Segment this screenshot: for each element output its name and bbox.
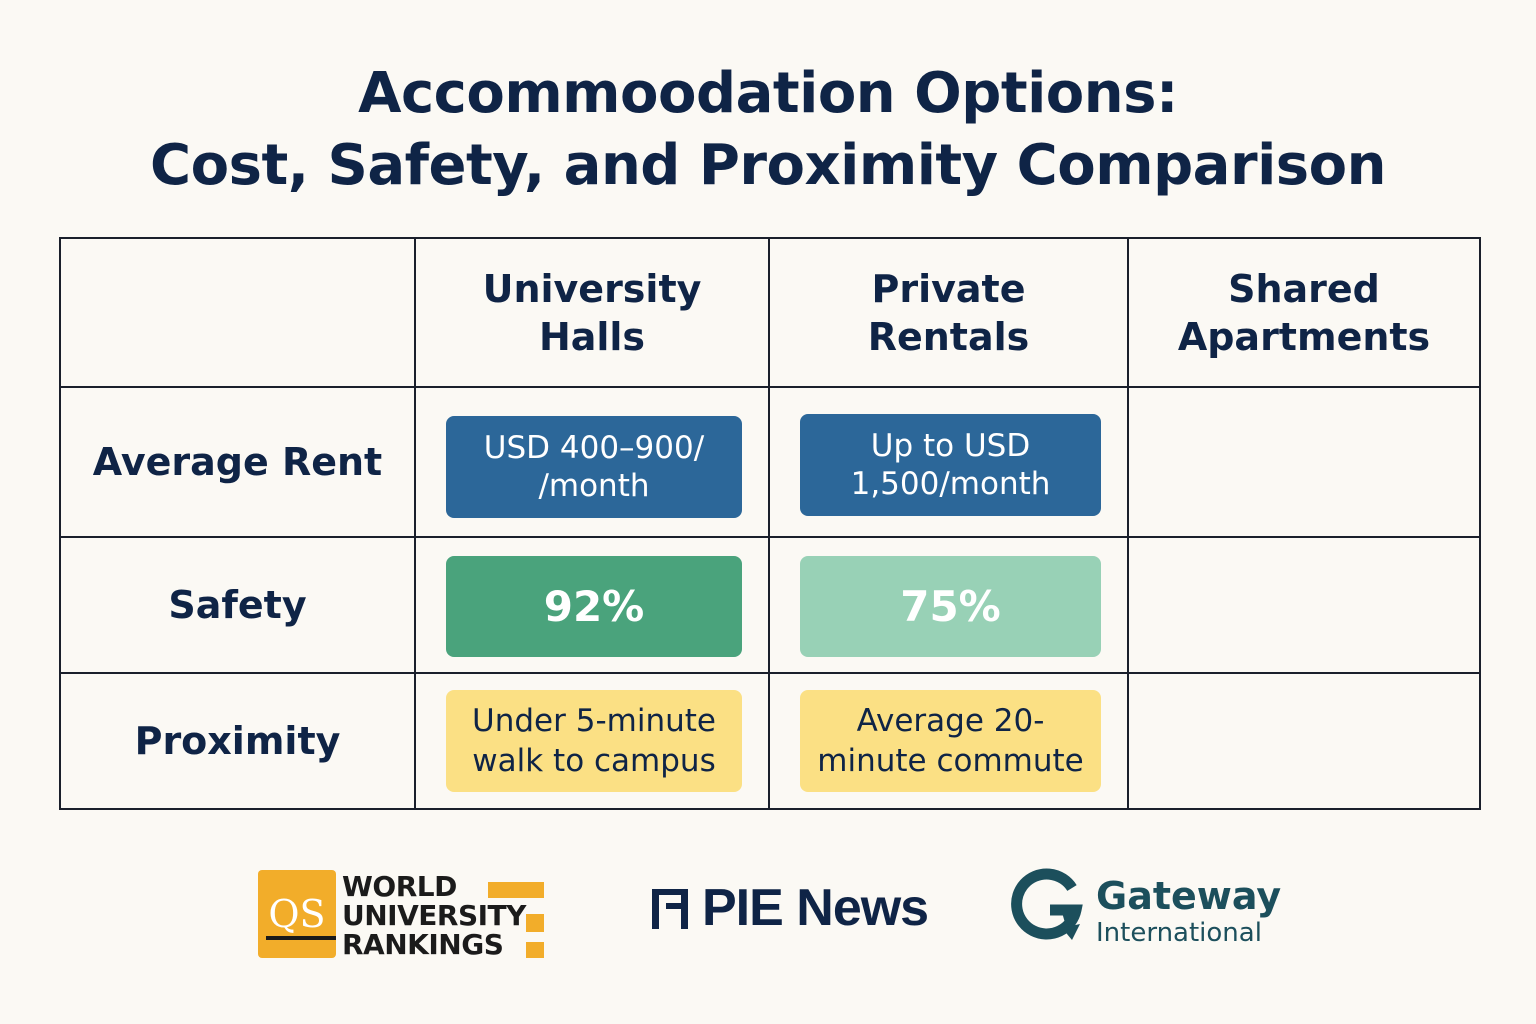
cell-safety-private-rentals: 75%: [768, 536, 1129, 674]
cell-safety-shared-apartments: [1127, 536, 1481, 674]
gateway-wordmark: Gateway: [1096, 874, 1282, 918]
gateway-subtitle: International: [1096, 918, 1262, 948]
column-header-shared-apartments: Shared Apartments: [1127, 237, 1481, 388]
qs-line-rankings: RANKINGS: [342, 928, 504, 961]
column-header-university-halls: University Halls: [414, 237, 770, 388]
qs-badge-icon: QS: [258, 870, 336, 958]
table-row: Proximity Under 5-minute walk to campus …: [59, 672, 1481, 810]
proximity-badge: Average 20- minute commute: [800, 690, 1101, 792]
pie-news-icon: [652, 889, 688, 929]
table-row: Safety 92% 75%: [59, 536, 1481, 674]
rent-badge: Up to USD 1,500/month: [800, 414, 1101, 516]
pie-news-wordmark: PIE News: [702, 879, 929, 937]
cell-rent-private-rentals: Up to USD 1,500/month: [768, 386, 1129, 538]
cell-proximity-university-halls: Under 5-minute walk to campus: [414, 672, 770, 810]
title-line-2: Cost, Safety, and Proximity Comparison: [150, 133, 1386, 198]
safety-badge: 75%: [800, 556, 1101, 657]
source-logos: QS WORLD UNIVERSITY RANKINGS PIE News Ga…: [0, 860, 1536, 970]
cell-proximity-private-rentals: Average 20- minute commute: [768, 672, 1129, 810]
table-header-row: University Halls Private Rentals Shared …: [59, 237, 1481, 388]
comparison-table: University Halls Private Rentals Shared …: [59, 237, 1481, 810]
cell-safety-university-halls: 92%: [414, 536, 770, 674]
qs-rankings-logo: QS WORLD UNIVERSITY RANKINGS: [258, 870, 544, 961]
gateway-g-icon: [1011, 868, 1083, 940]
safety-badge: 92%: [446, 556, 742, 657]
page-title: Accommoodation Options: Cost, Safety, an…: [0, 58, 1536, 202]
row-header-proximity: Proximity: [59, 672, 416, 810]
gateway-international-logo: Gateway International: [1010, 866, 1300, 956]
table-row: Average Rent USD 400–900/ /month Up to U…: [59, 386, 1481, 538]
qs-line-university: UNIVERSITY: [342, 899, 526, 932]
title-line-1: Accommoodation Options:: [358, 61, 1178, 126]
rent-badge: USD 400–900/ /month: [446, 416, 742, 518]
column-header-private-rentals: Private Rentals: [768, 237, 1129, 388]
row-header-average-rent: Average Rent: [59, 386, 416, 538]
proximity-badge: Under 5-minute walk to campus: [446, 690, 742, 792]
cell-rent-university-halls: USD 400–900/ /month: [414, 386, 770, 538]
cell-proximity-shared-apartments: [1127, 672, 1481, 810]
cell-rent-shared-apartments: [1127, 386, 1481, 538]
corner-cell: [59, 237, 416, 388]
row-header-safety: Safety: [59, 536, 416, 674]
qs-line-world: WORLD: [342, 870, 457, 903]
pie-news-logo: PIE News: [650, 878, 929, 938]
